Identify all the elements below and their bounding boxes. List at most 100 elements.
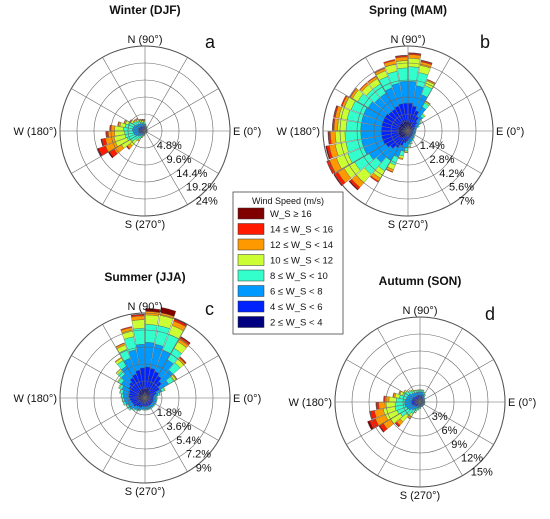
wind-sector-segment — [395, 54, 408, 57]
direction-label-north: N (90°) — [128, 301, 163, 313]
radial-tick-label: 19.2% — [186, 182, 217, 194]
wind-sector-segment — [159, 392, 161, 396]
wind-sector-segment — [142, 119, 146, 121]
wind-sector-segment — [367, 75, 377, 83]
panel-title: Summer (JJA) — [104, 270, 185, 284]
wind-sector-segment — [145, 125, 148, 127]
grid-spoke — [407, 130, 482, 174]
wind-sector-segment — [392, 392, 395, 398]
direction-label-west: W (180°) — [288, 397, 332, 409]
legend-swatch — [237, 269, 265, 282]
wind-sector-segment — [127, 406, 132, 411]
wind-sector-segment — [407, 143, 411, 147]
wind-sector-segment — [135, 117, 138, 121]
radial-tick-label: 9.6% — [167, 154, 192, 166]
wind-sector-segment — [415, 389, 419, 392]
legend-entry: 4 ≤ W_S < 6 — [237, 300, 322, 313]
direction-label-south: S (270°) — [400, 490, 440, 502]
wind-sector-segment — [426, 78, 436, 84]
panel-title: Autumn (SON) — [379, 274, 462, 288]
wind-sector-segment — [132, 407, 136, 411]
wind-sector-segment — [96, 148, 103, 157]
wind-sector-segment — [416, 409, 419, 411]
wind-sector-segment — [142, 408, 146, 411]
radial-tick-label: 15% — [471, 467, 493, 479]
radial-tick-label: 24% — [196, 196, 218, 208]
legend-swatch — [237, 300, 265, 313]
grid-spoke — [71, 355, 146, 399]
polar-grid — [334, 316, 506, 488]
radial-tick-label: 3.6% — [167, 421, 192, 433]
legend-entry: 14 ≤ W_S < 16 — [237, 223, 333, 236]
direction-label-north: N (90°) — [128, 34, 163, 46]
grid-spoke — [71, 130, 146, 174]
grid-spoke — [407, 130, 451, 205]
wind-sector-segment — [153, 397, 157, 401]
wind-sector-segment — [118, 383, 122, 389]
grid-spoke — [377, 328, 421, 403]
legend-label: 6 ≤ W_S < 8 — [270, 287, 322, 298]
direction-label-west: W (180°) — [276, 126, 320, 138]
wind-sector-segment — [397, 157, 404, 160]
wind-sector-segment — [385, 168, 393, 173]
radial-tick-label: 9% — [196, 463, 212, 475]
wind-sector-segment — [121, 397, 123, 403]
wind-sector-segment — [130, 313, 145, 316]
grid-spoke — [407, 57, 451, 132]
radial-tick-label: 1.8% — [157, 407, 182, 419]
wind-sector-segment — [133, 119, 136, 122]
grid-spoke — [144, 57, 188, 132]
legend-swatch — [237, 223, 265, 235]
wind-sector-segment — [122, 401, 125, 406]
wind-sector-segment — [369, 175, 379, 183]
windrose-panel: Spring (MAM) b N (90°) S (270°) E (0°) W (180… — [276, 3, 524, 231]
wind-sector-segment — [144, 408, 148, 411]
wind-sector-segment — [114, 357, 122, 363]
wind-sector-segment — [105, 131, 107, 138]
wind-sector-segment — [100, 138, 104, 147]
wind-sector-segment — [359, 82, 368, 91]
grid-spoke — [419, 359, 494, 403]
panel-letter: c — [205, 299, 214, 319]
wind-sector-segment — [119, 389, 122, 394]
grid-spoke — [144, 130, 188, 205]
wind-sector-segment — [374, 67, 385, 74]
grid-spoke — [419, 401, 463, 476]
grid-spoke — [102, 324, 146, 399]
wind-sector-segment — [327, 131, 330, 145]
legend-entry: 10 ≤ W_S < 12 — [237, 254, 333, 267]
wind-sector-segment — [410, 142, 413, 145]
wind-sector-segment — [404, 151, 409, 154]
direction-label-east: E (0°) — [496, 126, 524, 138]
grid-spoke — [71, 397, 146, 441]
legend-label: 8 ≤ W_S < 10 — [270, 271, 328, 282]
wind-sector-segment — [145, 314, 160, 326]
grid-spoke — [71, 88, 146, 132]
wind-sector-segment — [337, 119, 348, 131]
radial-tick-label: 14.4% — [176, 168, 207, 180]
radial-tick-label: 7.2% — [186, 449, 211, 461]
panel-title: Spring (MAM) — [369, 3, 447, 17]
radial-tick-label: 4.8% — [157, 140, 182, 152]
panel-letter: b — [480, 32, 490, 52]
grid-spoke — [365, 57, 409, 132]
direction-label-west: W (180°) — [13, 126, 57, 138]
wind-sector-segment — [384, 395, 390, 402]
wind-sector-segment — [155, 395, 158, 399]
radial-tick-label: 2.8% — [430, 154, 455, 166]
wind-sector-segment — [375, 402, 378, 410]
wind-sector-segment — [413, 136, 416, 139]
wind-sector-segment — [367, 420, 374, 430]
legend-swatch — [237, 207, 265, 220]
legend-entry: 8 ≤ W_S < 10 — [237, 269, 328, 282]
legend-label: 10 ≤ W_S < 12 — [270, 256, 333, 267]
wind-sector-segment — [108, 151, 114, 159]
grid-spoke — [365, 130, 409, 205]
wind-sector-segment — [180, 336, 191, 345]
wind-sector-segment — [325, 145, 331, 160]
wind-sector-segment — [378, 402, 386, 410]
grid-spoke — [419, 401, 494, 445]
grid-spoke — [102, 130, 146, 205]
wind-sector-segment — [179, 356, 187, 364]
